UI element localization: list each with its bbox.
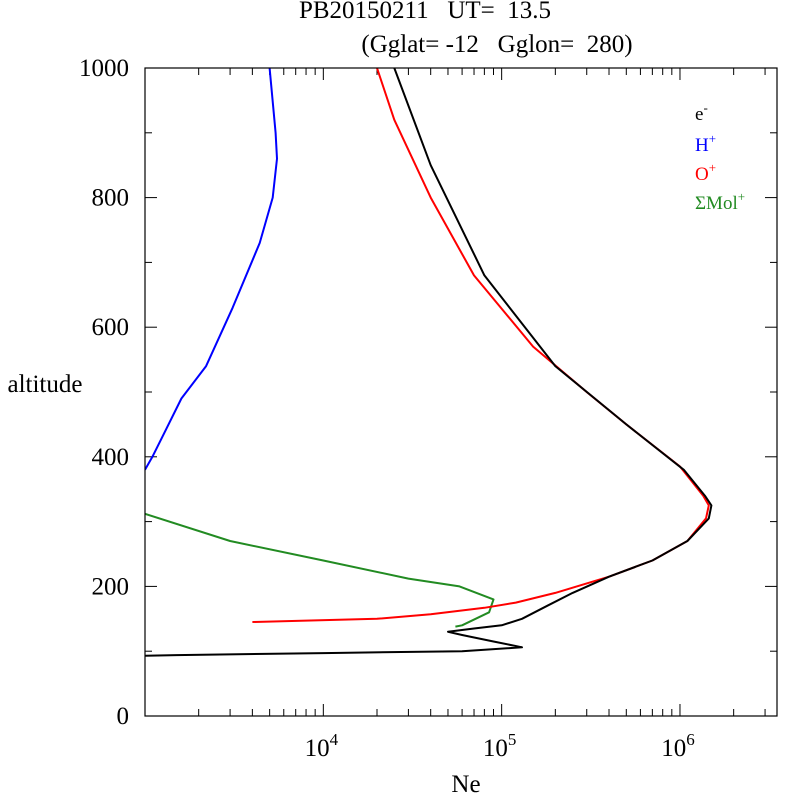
- plot-frame: [144, 67, 778, 717]
- y-tick-label: 800: [92, 185, 130, 212]
- y-tick-label: 600: [92, 314, 130, 341]
- x-tick-label: 104: [305, 730, 339, 762]
- series-line-o-plus: [252, 68, 710, 623]
- legend-entry: O+: [695, 160, 716, 185]
- legend-entry: ΣMol+: [695, 189, 745, 214]
- y-tick-label: 1000: [79, 55, 129, 82]
- y-tick-labels: 0 200 400 600 800 1000: [79, 55, 129, 730]
- y-tick-label: 200: [92, 573, 130, 600]
- x-axis-label: Ne: [451, 771, 480, 796]
- series-line-e-minus: [145, 68, 713, 657]
- series-line-mol-plus: [145, 512, 495, 628]
- x-tick-label: 106: [661, 730, 695, 762]
- x-tick-labels: 104 105 106: [305, 730, 695, 762]
- y-tick-label: 0: [117, 703, 130, 730]
- axes-ticks: [144, 67, 777, 717]
- series-layer: [145, 68, 713, 657]
- chart-title-line2: (Gglat= -12 Gglon= 280): [361, 31, 632, 58]
- y-axis-label: altitude: [8, 371, 83, 398]
- legend-entry: e-: [695, 100, 708, 125]
- legend-entry: H+: [695, 131, 716, 156]
- series-line-h-plus: [145, 68, 278, 471]
- chart-title-line1: PB20150211 UT= 13.5: [299, 0, 551, 24]
- legend: e- H+ O+ ΣMol+: [695, 100, 745, 214]
- x-tick-label: 105: [483, 730, 517, 762]
- y-tick-label: 400: [92, 444, 130, 471]
